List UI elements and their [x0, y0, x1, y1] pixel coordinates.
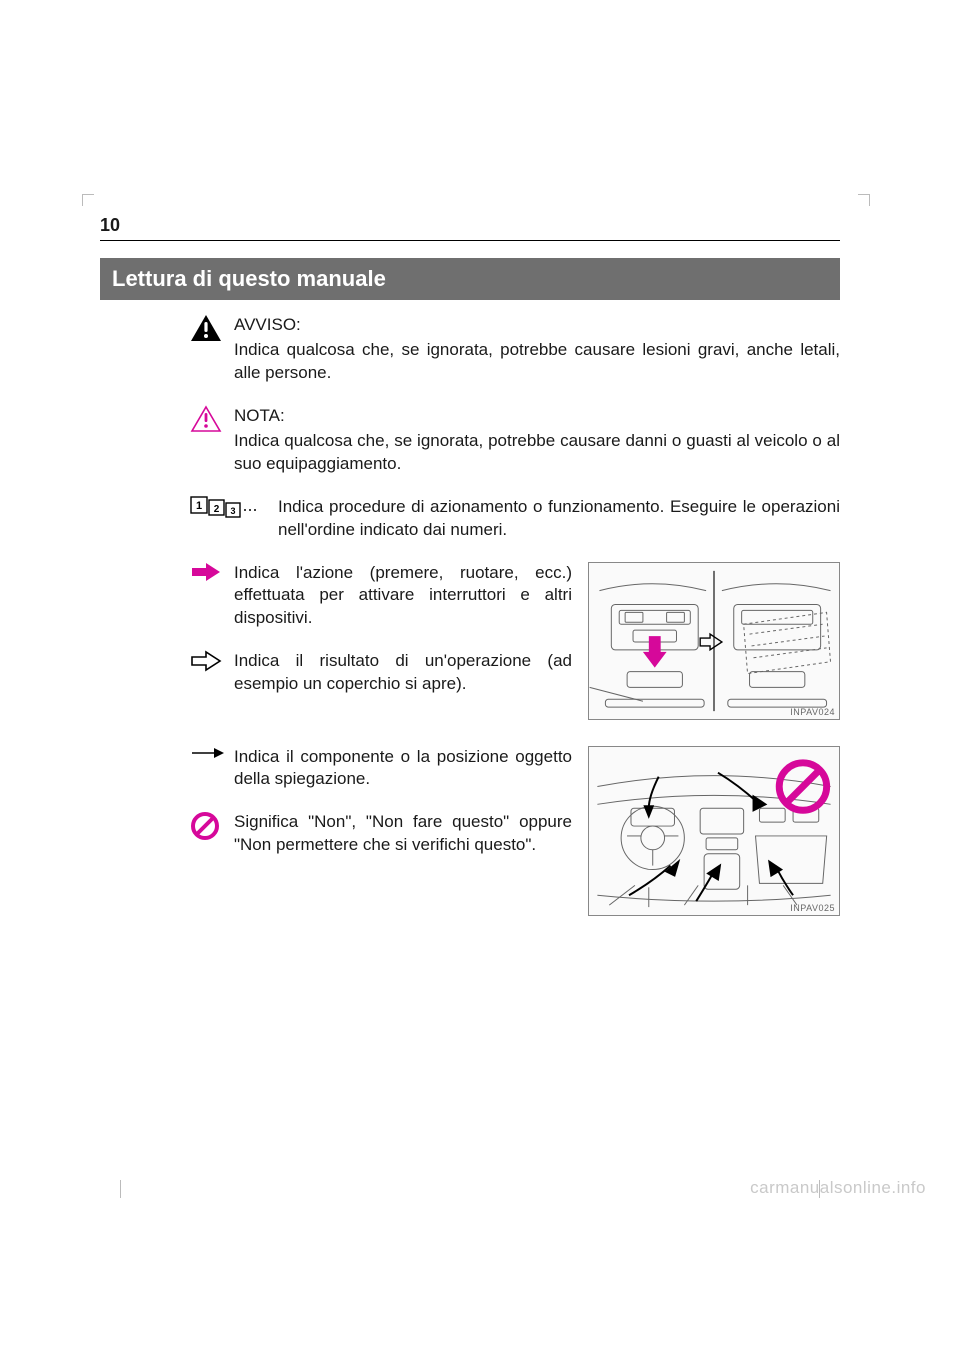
steps-123-icon: 1 2 3: [190, 496, 278, 520]
svg-text:1: 1: [196, 500, 202, 512]
nota-body: Indica qualcosa che, se ignorata, potreb…: [234, 430, 840, 476]
content-area: AVVISO: Indica qualcosa che, se ignorata…: [190, 314, 840, 942]
legend-block-2: Indica il componente o la posizione ogge…: [190, 746, 840, 916]
svg-text:2: 2: [214, 504, 220, 515]
avviso-body: Indica qualcosa che, se ignorata, potreb…: [234, 339, 840, 385]
horizontal-rule: [100, 240, 840, 241]
warning-triangle-icon: [190, 314, 234, 342]
watermark: carmanualsonline.info: [750, 1178, 926, 1198]
avviso-label: AVVISO:: [234, 314, 840, 337]
page-title: Lettura di questo manuale: [100, 258, 840, 300]
legend-row-prohibit: Significa "Non", "Non fare questo" oppur…: [190, 811, 572, 857]
figure-label-1: INPAV024: [790, 707, 835, 717]
svg-text:3: 3: [230, 506, 235, 516]
legend-row-steps: 1 2 3 Indica procedure di azionamento o …: [190, 496, 840, 542]
crop-mark: [858, 194, 870, 206]
page-number: 10: [100, 215, 120, 236]
legend-row-nota: NOTA: Indica qualcosa che, se ignorata, …: [190, 405, 840, 476]
arrow-solid-icon: [190, 562, 234, 582]
legend-row-arrow-outline: Indica il risultato di un'operazione (ad…: [190, 650, 572, 696]
figure-inpav024: INPAV024: [588, 562, 840, 720]
legend-row-avviso: AVVISO: Indica qualcosa che, se ignorata…: [190, 314, 840, 385]
figure-inpav025: INPAV025: [588, 746, 840, 916]
legend-block-1: Indica l'azione (premere, ruotare, ecc.)…: [190, 562, 840, 720]
crop-mark: [82, 194, 94, 206]
pointer-arrow-icon: [190, 746, 234, 760]
legend-row-arrow-solid: Indica l'azione (premere, ruotare, ecc.)…: [190, 562, 572, 631]
prohibit-body: Significa "Non", "Non fare questo" oppur…: [234, 811, 572, 857]
steps-body: Indica procedure di azionamento o funzio…: [278, 496, 840, 542]
prohibit-icon: [190, 811, 234, 841]
crop-mark: [819, 1180, 820, 1198]
arrow-outline-icon: [190, 650, 234, 672]
pointer-body: Indica il componente o la posizione ogge…: [234, 746, 572, 792]
legend-row-pointer: Indica il componente o la posizione ogge…: [190, 746, 572, 792]
caution-triangle-icon: [190, 405, 234, 433]
crop-mark: [120, 1180, 121, 1198]
arrow-solid-body: Indica l'azione (premere, ruotare, ecc.)…: [234, 562, 572, 631]
arrow-outline-body: Indica il risultato di un'operazione (ad…: [234, 650, 572, 696]
nota-label: NOTA:: [234, 405, 840, 428]
figure-label-2: INPAV025: [790, 903, 835, 913]
